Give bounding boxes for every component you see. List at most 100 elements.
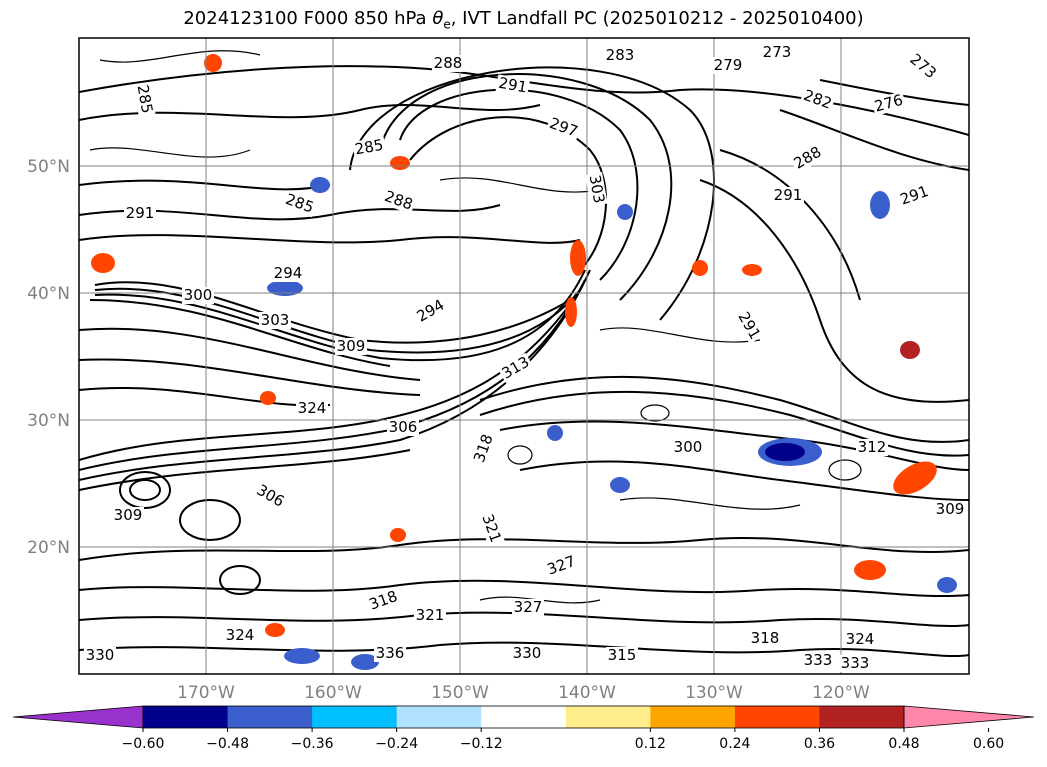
contour-label: 333 [841,654,870,672]
contour-label-bg [432,55,464,72]
contour-label-bg [585,171,608,207]
contour-label-bg [905,49,941,84]
colorbar-tick-label: 0.36 [804,736,835,752]
contour-label-bg [112,507,144,524]
contour-label-bg [296,400,328,417]
colorbar-tick-label: −0.60 [122,736,165,752]
lat-labels: 50°N 40°N 30°N 20°N [27,157,70,558]
contour-label-bg [414,607,446,624]
colorbar-cell [819,706,905,728]
graticule [79,38,969,674]
colorbar-cell [143,706,229,728]
contour-label: 288 [434,54,463,72]
lat-label: 40°N [27,284,70,304]
title-theta: θ [432,8,444,29]
contour-label-bg [272,265,304,282]
contour-label: 291 [774,186,803,204]
colorbar-tick-label: 0.48 [888,736,919,752]
ivt-blob [91,253,115,273]
contour-label-bg [934,501,966,518]
contour-label: 330 [86,646,115,664]
contour-label: 324 [846,630,875,648]
colorbar-tick-label: 0.24 [719,736,750,752]
ivt-blob [310,177,330,193]
contour-label-bg [84,647,116,664]
contour-label: 303 [261,311,290,329]
contour-label-bg [761,44,793,61]
contour-label-bg [351,136,387,159]
contour-label-bg [374,645,406,662]
ivt-blob [265,623,285,637]
ivt-blob [267,280,303,296]
ivt-blob [900,341,920,359]
colorbar-cell [734,706,820,728]
contour-label-bg [606,647,638,664]
contour-label: 318 [751,629,780,647]
contour-label: 279 [714,56,743,74]
contour-label-bg [387,419,419,436]
contour-label: 336 [376,644,405,662]
contour-label-bg [182,287,214,304]
ivt-blob [547,425,563,441]
contour-label: 333 [804,651,833,669]
ivt-blob [610,477,630,493]
contour-label-bg [543,552,580,580]
contour-label: 327 [514,598,543,616]
ivt-blob [260,391,276,405]
colorbar-tick-label: 0.12 [635,736,666,752]
colorbar-tick-label: 0.60 [973,736,1004,752]
map-frame [78,37,970,675]
lat-label: 20°N [27,538,70,558]
contour-label-bg [802,652,834,669]
lon-labels: 170°W 160°W 150°W 140°W 130°W 120°W [177,683,870,703]
contour-label-bg [712,57,744,74]
contour-label-bg [733,307,765,344]
contour-label-bg [545,114,582,142]
title-sub: e [443,17,451,32]
contour-label: 312 [858,438,887,456]
ivt-blob [204,54,222,72]
contour-label-bg [799,86,836,114]
contour-label-bg [844,631,876,648]
contour-label-bg [365,587,402,615]
ivt-blob [284,648,320,664]
contour-label-bg [470,430,498,467]
contour-label-bg [497,352,534,384]
contour-label-bg [512,599,544,616]
colorbar-cell [565,706,651,728]
lon-label: 160°W [304,683,362,703]
colorbar-extend-low [12,705,144,729]
contour-label: 309 [114,506,143,524]
colorbar-cells [12,705,1035,729]
colorbar-tick-label: −0.48 [206,736,249,752]
contour-label: 303 [586,173,609,204]
contour-label: 321 [416,606,445,624]
contour-label: 294 [274,264,303,282]
ivt-blob [854,560,886,580]
colorbar-cell [650,706,736,728]
contour-label-bg [896,182,933,210]
contour-label: 283 [606,46,635,64]
contour-label-bg [749,630,781,647]
contour-label: 330 [513,644,542,662]
colorbar-tick-label: −0.24 [375,736,418,752]
contour-label: 300 [674,438,703,456]
contour-label: 309 [337,337,366,355]
contour-label-bg [495,74,531,97]
contour-label-bg [124,205,156,222]
colorbar-cell [227,706,313,728]
contour-label: 291 [126,204,155,222]
contour-label-bg [839,655,871,672]
contour-label-bg [133,81,156,117]
ivt-blob [565,297,577,327]
ivt-blob [692,260,708,276]
contour-label-bg [380,187,417,215]
contour-label-bg [252,480,289,512]
lon-label: 150°W [431,683,489,703]
colorbar-cell [481,706,567,728]
title-prefix: 2024123100 F000 850 hPa [183,8,433,29]
title-suffix: , IVT Landfall PC (2025010212 - 20250104… [450,8,864,29]
contour-label-bg [259,312,291,329]
